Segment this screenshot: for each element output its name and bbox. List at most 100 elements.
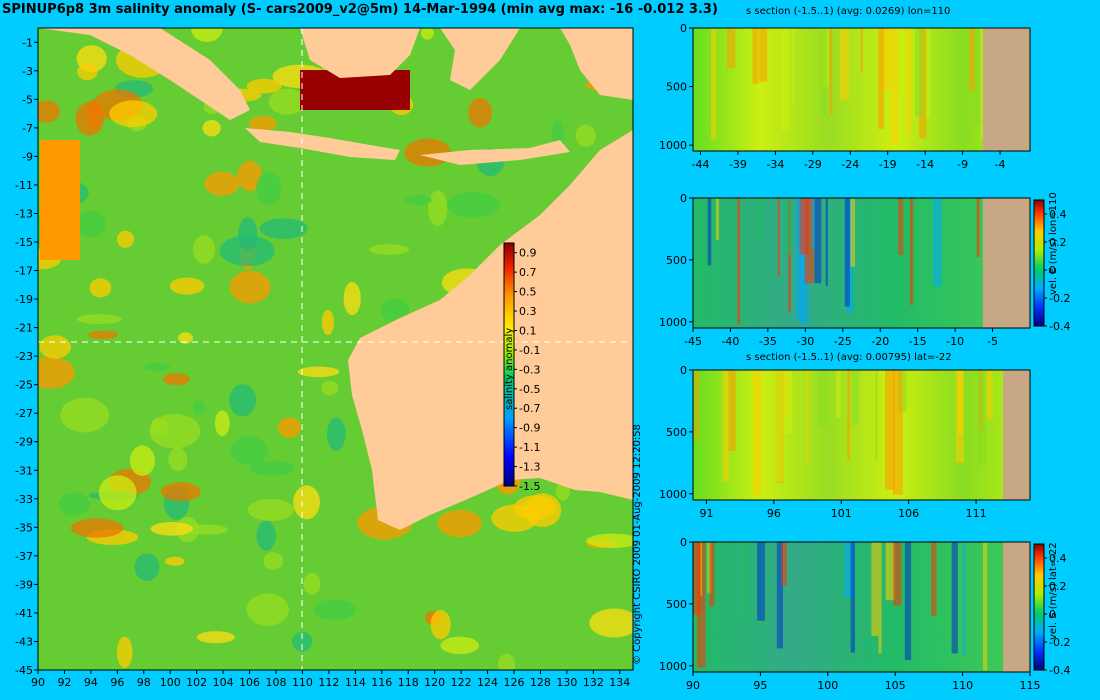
section-feature	[757, 542, 765, 621]
anomaly-patch	[229, 384, 257, 417]
map-x-tick-label: 124	[477, 676, 498, 689]
map-colorbar-tick-label: 0.3	[519, 305, 537, 318]
map-x-tick-label: 96	[110, 676, 124, 689]
section-colorbar-tick-label: 0.2	[1049, 236, 1067, 249]
map-colorbar-tick-label: -0.9	[519, 422, 540, 435]
section-feature	[754, 198, 764, 238]
section-x-tick-label: 91	[699, 507, 713, 520]
map-y-tick-label: -31	[15, 464, 33, 477]
section-colorbar	[1033, 543, 1045, 671]
section-x-tick-label: -5	[987, 335, 998, 348]
map-x-tick-label: 102	[186, 676, 207, 689]
anomaly-patch	[196, 631, 235, 644]
section-feature	[811, 198, 815, 250]
anomaly-patch	[192, 235, 216, 264]
anomaly-patch	[256, 171, 282, 206]
anomaly-patch	[38, 357, 75, 389]
section-feature	[806, 370, 809, 464]
anomaly-patch	[247, 498, 295, 521]
section-feature	[925, 28, 931, 119]
section-feature	[898, 198, 904, 255]
section-x-tick-label: -30	[796, 335, 814, 348]
map-colorbar-label: salinity anomaly	[504, 327, 515, 410]
section-feature	[871, 542, 879, 636]
section-feature	[977, 370, 987, 465]
section-feature	[976, 198, 980, 257]
anomaly-patch	[250, 460, 295, 476]
anomaly-patch	[321, 309, 334, 336]
section-frame	[692, 369, 1031, 501]
section-feature	[881, 28, 891, 91]
section-feature	[699, 198, 704, 313]
section-feature	[860, 28, 863, 72]
section-y-tick-label: 0	[680, 364, 687, 377]
map-panel	[38, 28, 633, 670]
anomaly-patch	[165, 556, 185, 566]
section-x-tick-label: -40	[721, 335, 739, 348]
map-y-tick-label: -45	[15, 664, 33, 677]
anomaly-high-patch	[40, 140, 80, 260]
section-x-tick-label: -24	[841, 158, 859, 171]
section-feature	[986, 370, 993, 420]
map-y-tick-label: -27	[15, 407, 33, 420]
section-feature	[804, 198, 815, 284]
section-y-tick-label: 500	[666, 426, 687, 439]
map-y-tick-label: -17	[15, 265, 33, 278]
section-feature	[906, 28, 911, 137]
section-x-tick-label: 115	[1020, 679, 1041, 692]
section-feature	[774, 370, 783, 482]
map-x-tick-label: 128	[530, 676, 551, 689]
anomaly-patch	[129, 445, 155, 476]
section-feature	[969, 28, 976, 91]
section-x-tick-label: 110	[952, 679, 973, 692]
section-colorbar-tick-label: -0.4	[1049, 320, 1070, 333]
anomaly-patch	[60, 397, 110, 433]
map-y-tick-label: -1	[22, 36, 33, 49]
map-y-tick-label: -35	[15, 521, 33, 534]
section-seabed	[982, 198, 1030, 328]
section-feature	[711, 28, 717, 140]
section-x-tick-label: 111	[966, 507, 987, 520]
section-x-tick-label: -25	[834, 335, 852, 348]
anomaly-patch	[150, 522, 193, 536]
map-x-tick-label: 100	[160, 676, 181, 689]
section-4: 90 95 100 105 110 115 0 500 1000 0.4 0.2 0 -0.2 -0.4	[659, 536, 1070, 692]
anomaly-patch	[39, 335, 71, 359]
map-colorbar-tick-label: -1.3	[519, 461, 540, 474]
section-feature	[722, 370, 729, 482]
section-feature	[904, 542, 912, 661]
section-x-tick-label: 101	[831, 507, 852, 520]
section-feature	[795, 198, 803, 320]
anomaly-patch	[87, 330, 118, 339]
section-feature	[962, 542, 966, 655]
section-feature	[752, 370, 762, 495]
section-colorbar-tick-label: 0.2	[1049, 580, 1067, 593]
section-feature	[974, 28, 981, 124]
section-feature	[700, 542, 703, 596]
map-y-axis: -1 -3 -5 -7 -9 -11 -13 -15 -17 -19 -21 -23 -25 -27 -29…	[15, 36, 38, 677]
section-feature	[955, 370, 964, 463]
anomaly-patch	[202, 120, 221, 137]
anomaly-patch	[160, 482, 201, 502]
map-y-tick-label: -43	[15, 635, 33, 648]
map-y-tick-label: -13	[15, 207, 33, 220]
anomaly-patch	[421, 28, 434, 40]
anomaly-patch	[219, 235, 275, 267]
map-y-tick-label: -25	[15, 379, 33, 392]
land-newguinea	[560, 28, 633, 100]
anomaly-patch	[404, 194, 433, 206]
anomaly-patch	[178, 332, 193, 344]
section-x-tick-label: -35	[759, 335, 777, 348]
section-y-tick-label: 500	[666, 254, 687, 267]
section-colorbar-tick-label: -0.4	[1049, 664, 1070, 677]
anomaly-patch	[237, 160, 263, 191]
section-x-tick-label: 90	[686, 679, 700, 692]
section-feature	[931, 542, 937, 616]
anomaly-patch	[230, 436, 268, 465]
anomaly-patch	[586, 533, 633, 548]
section-feature	[980, 28, 984, 139]
anomaly-patch	[327, 417, 346, 451]
anomaly-patch	[168, 447, 188, 472]
section-x-tick-label: -44	[692, 158, 710, 171]
